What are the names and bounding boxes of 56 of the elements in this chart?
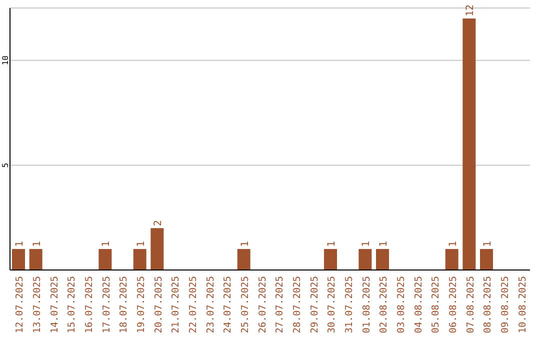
x-tick-label: 02.08.2025 — [378, 276, 390, 334]
x-tick-label: 14.07.2025 — [49, 276, 60, 334]
x-tick-label: 03.08.2025 — [396, 276, 407, 334]
x-tick-label: 06.08.2025 — [448, 276, 459, 334]
x-tick-label: 16.07.2025 — [84, 276, 95, 334]
x-tick-label: 23.07.2025 — [205, 276, 216, 334]
x-tick-label: 24.07.2025 — [222, 276, 234, 334]
bar — [150, 228, 164, 270]
data-label: 1 — [378, 241, 390, 248]
bar — [376, 249, 389, 270]
x-tick-label: 21.07.2025 — [170, 276, 182, 334]
x-tick-label: 25.07.2025 — [240, 276, 251, 334]
x-tick-label: 18.07.2025 — [118, 276, 130, 334]
x-tick-label: 22.07.2025 — [188, 276, 199, 334]
bar — [462, 18, 476, 270]
x-tick-label: 10.08.2025 — [517, 276, 528, 334]
bar — [29, 249, 42, 270]
x-tick-label: 01.08.2025 — [361, 276, 372, 334]
data-label: 1 — [361, 241, 372, 248]
bar — [445, 249, 458, 270]
bar — [324, 249, 337, 270]
bar — [480, 249, 493, 270]
data-label: 1 — [101, 241, 112, 248]
data-label: 1 — [32, 241, 43, 248]
x-tick-label: 27.07.2025 — [274, 276, 286, 334]
data-label: 12 — [465, 4, 476, 16]
data-label: 1 — [482, 241, 494, 248]
data-label: 1 — [136, 241, 147, 248]
x-tick-label: 20.07.2025 — [153, 276, 164, 334]
bar — [12, 249, 25, 270]
y-tick-label: 10 — [1, 55, 10, 66]
y-tick-label: 5 — [1, 162, 10, 168]
x-tick-label: 05.08.2025 — [430, 276, 442, 334]
x-tick-label: 07.08.2025 — [465, 276, 476, 334]
data-label: 1 — [448, 241, 459, 248]
bar — [98, 249, 112, 270]
bar — [358, 249, 372, 270]
bar — [237, 249, 250, 270]
x-tick-label: 09.08.2025 — [500, 276, 511, 334]
x-tick-label: 15.07.2025 — [66, 276, 78, 334]
data-label: 1 — [326, 241, 338, 248]
x-tick-label: 13.07.2025 — [32, 276, 43, 334]
x-tick-label: 26.07.2025 — [257, 276, 268, 334]
x-tick-label: 04.08.2025 — [413, 276, 424, 334]
data-label: 2 — [153, 220, 164, 226]
x-tick-label: 19.07.2025 — [136, 276, 147, 334]
x-tick-label: 29.07.2025 — [309, 276, 320, 334]
x-tick-label: 17.07.2025 — [101, 276, 112, 334]
x-tick-label: 08.08.2025 — [482, 276, 494, 334]
x-tick-label: 31.07.2025 — [344, 276, 355, 334]
bar — [133, 249, 146, 270]
x-tick-label: 30.07.2025 — [326, 276, 338, 334]
data-label: 1 — [240, 241, 251, 248]
x-tick-label: 28.07.2025 — [292, 276, 303, 334]
x-tick-label: 12.07.2025 — [14, 276, 26, 334]
data-label: 1 — [14, 241, 26, 248]
